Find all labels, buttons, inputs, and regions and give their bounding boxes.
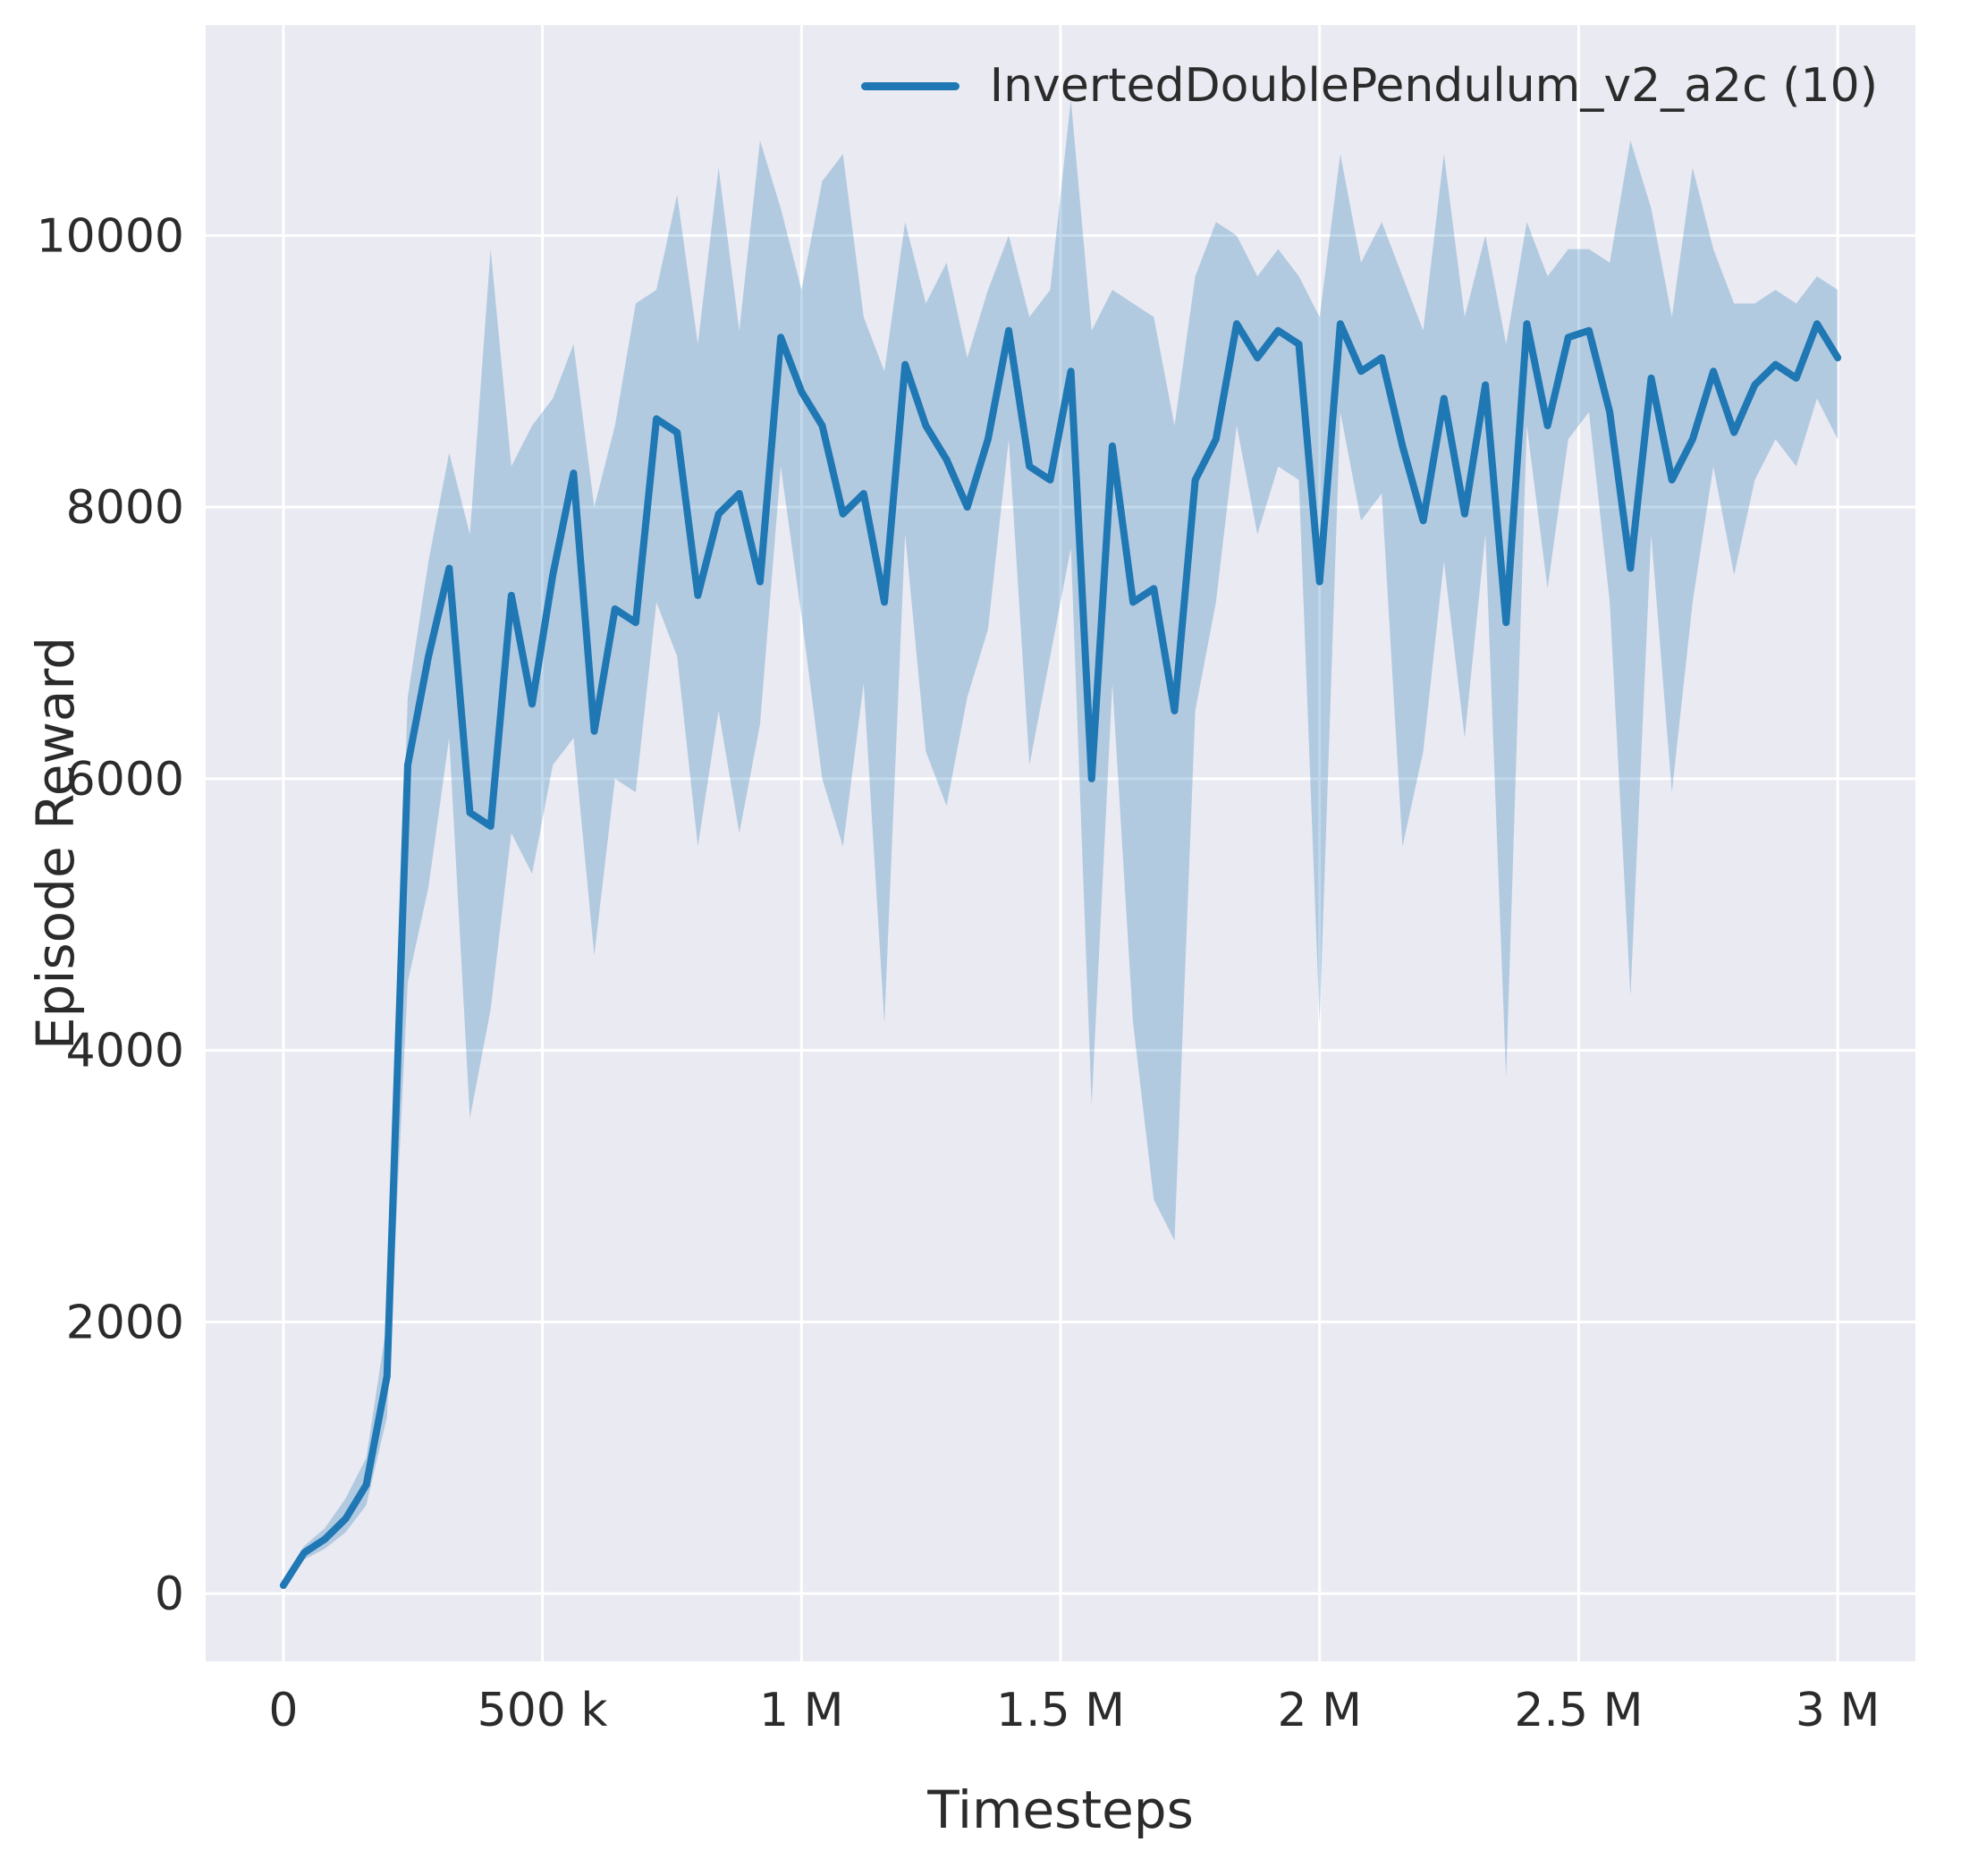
y-tick-label: 4000 xyxy=(66,1025,184,1078)
x-axis-label: Timesteps xyxy=(927,1779,1194,1840)
x-tick-label: 2 M xyxy=(1277,1684,1361,1737)
legend: InvertedDoublePendulum_v2_a2c (10) xyxy=(860,59,1878,113)
y-tick-label: 8000 xyxy=(66,481,184,535)
y-axis-label: Episode Reward xyxy=(25,636,86,1051)
x-tick-label: 0 xyxy=(268,1684,298,1737)
x-tick-label: 1 M xyxy=(759,1684,843,1737)
y-tick-label: 10000 xyxy=(37,209,184,263)
legend-line-swatch xyxy=(860,81,959,90)
x-tick-label: 3 M xyxy=(1796,1684,1880,1737)
confidence-band xyxy=(283,99,1839,1588)
x-tick-label: 500 k xyxy=(478,1684,608,1737)
y-tick-label: 0 xyxy=(155,1568,184,1621)
y-tick-label: 2000 xyxy=(66,1296,184,1349)
mean-line xyxy=(279,320,1842,1589)
y-tick-label: 6000 xyxy=(66,753,184,807)
x-tick-label: 2.5 M xyxy=(1514,1684,1643,1737)
x-tick-label: 1.5 M xyxy=(996,1684,1125,1737)
legend-label: InvertedDoublePendulum_v2_a2c (10) xyxy=(989,59,1878,113)
